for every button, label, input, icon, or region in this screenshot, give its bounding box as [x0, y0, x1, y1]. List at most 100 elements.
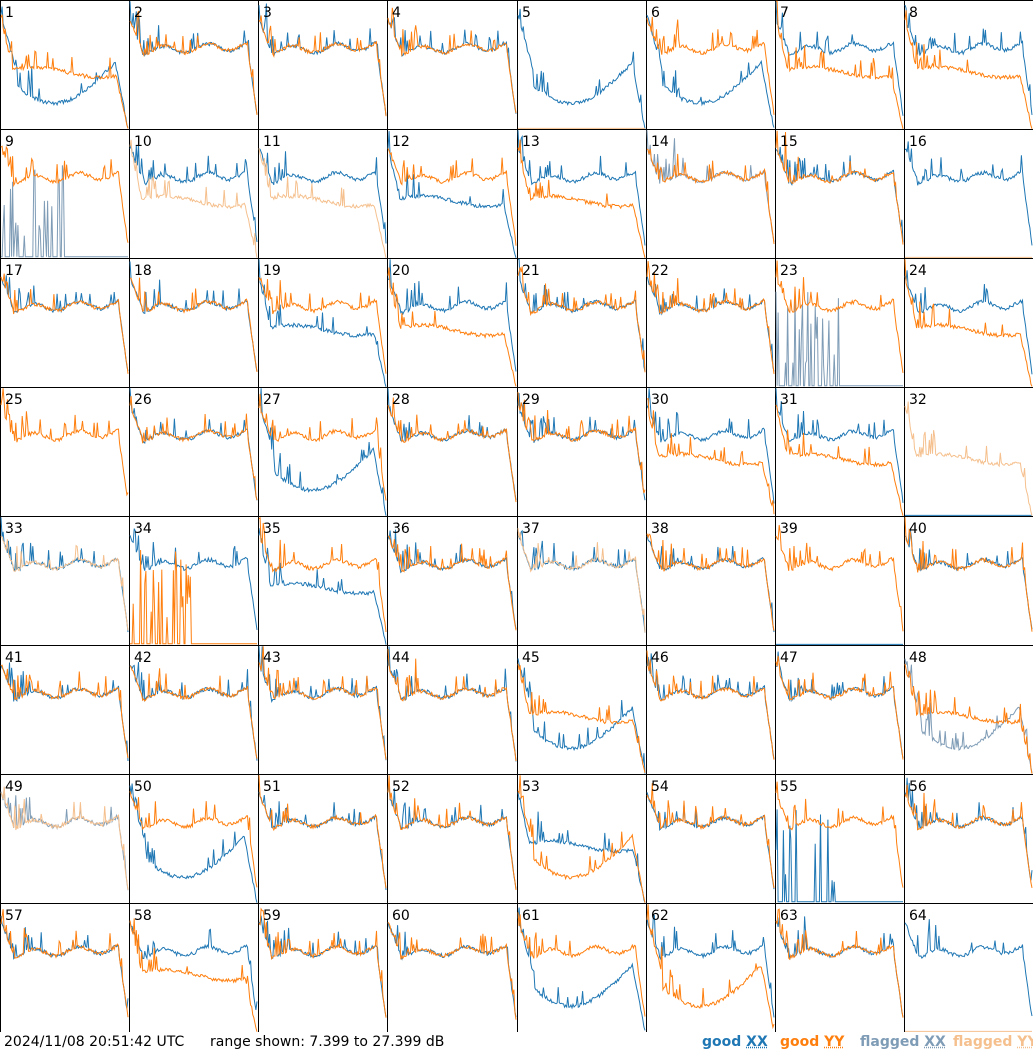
panel-number-label: 47 [780, 650, 798, 666]
panel-number-label: 62 [651, 908, 669, 924]
panel-16: 16 [904, 129, 1033, 259]
panel-41: 41 [0, 645, 130, 775]
panel-42: 42 [129, 645, 259, 775]
series-xx-line [646, 388, 775, 504]
panel-27: 27 [258, 387, 388, 517]
panel-frame [904, 0, 1033, 130]
series-xx-line [518, 258, 646, 372]
series-yy-line [258, 907, 387, 1018]
series-xx-line [258, 148, 387, 244]
panel-frame [0, 903, 130, 1032]
series-yy-line [775, 781, 904, 888]
panel-number-label: 55 [780, 779, 798, 795]
panel-frame [0, 774, 130, 904]
panel-61: 61 [517, 903, 647, 1032]
panel-number-label: 32 [909, 392, 927, 408]
panel-52: 52 [387, 774, 518, 904]
panel-number-label: 45 [522, 650, 540, 666]
panel-21: 21 [517, 258, 647, 388]
panel-number-label: 64 [909, 908, 927, 924]
panel-49: 49 [0, 774, 130, 904]
panel-frame [129, 0, 259, 130]
panel-number-label: 58 [134, 908, 152, 924]
series-xx-line [258, 3, 387, 116]
series-xx-line [775, 809, 903, 903]
panel-9: 9 [0, 129, 130, 259]
series-xx-line [775, 1, 904, 116]
panel-25: 25 [0, 387, 130, 517]
panel-frame [387, 258, 518, 388]
panel-number-label: 4 [392, 5, 401, 21]
panel-number-label: 19 [263, 263, 281, 279]
panel-number-label: 50 [134, 779, 152, 795]
series-yy-line [646, 16, 775, 115]
panel-26: 26 [129, 387, 259, 517]
panel-number-label: 24 [909, 263, 927, 279]
panel-number-label: 12 [392, 134, 410, 150]
panel-number-label: 16 [909, 134, 927, 150]
series-yy-line [517, 912, 646, 1017]
panel-number-label: 59 [263, 908, 281, 924]
panel-number-label: 28 [392, 392, 410, 408]
series-xx-line [646, 130, 775, 242]
series-yy-line [904, 259, 1033, 387]
panel-frame [129, 645, 259, 775]
legend-good-xx: good XX [702, 1034, 768, 1050]
panel-number-label: 2 [134, 5, 143, 21]
series-xx-line [517, 8, 646, 129]
panel-frame [646, 645, 776, 775]
panel-number-label: 51 [263, 779, 281, 795]
panel-frame [904, 258, 1033, 388]
panel-number-label: 7 [780, 5, 789, 21]
panel-frame [646, 387, 776, 517]
timestamp: 2024/11/08 20:51:42 UTC [4, 1034, 185, 1050]
series-yy-line [258, 277, 387, 374]
series-yy-line [517, 392, 646, 494]
panel-number-label: 15 [780, 134, 798, 150]
series-yy-line [387, 7, 517, 114]
panel-39: 39 [775, 516, 905, 646]
panel-frame [258, 387, 388, 517]
series-xx-line [646, 14, 775, 128]
series-yy-line [387, 775, 517, 891]
panel-50: 50 [129, 774, 259, 904]
panel-58: 58 [129, 903, 259, 1032]
panel-33: 33 [0, 516, 130, 646]
series-yy-line [129, 665, 258, 759]
series-xx-line [0, 6, 129, 128]
series-yy-line [130, 549, 257, 645]
panel-11: 11 [258, 129, 388, 259]
panel-number-label: 29 [522, 392, 540, 408]
panel-frame [258, 645, 388, 775]
panel-48: 48 [904, 645, 1033, 775]
series-yy-line [387, 267, 517, 387]
series-yy-line [258, 517, 387, 633]
series-xx-line [904, 4, 1033, 115]
series-xx-line [129, 783, 258, 903]
panel-34: 34 [129, 516, 259, 646]
series-yy-line [258, 393, 387, 501]
series-yy-line [517, 139, 646, 258]
legend-good-yy: good YY [780, 1034, 845, 1050]
panel-number-label: 9 [5, 134, 14, 150]
series-yy-line [0, 664, 129, 759]
legend-flagged-yy: flagged YY [953, 1034, 1033, 1050]
panel-6: 6 [646, 0, 776, 130]
series-yy-line [646, 650, 775, 760]
series-yy-line [129, 791, 258, 888]
panel-frame [904, 516, 1033, 646]
series-xx-line [904, 777, 1033, 881]
series-yy-line [646, 148, 775, 244]
series-yy-line [646, 904, 775, 1030]
panel-63: 63 [775, 903, 905, 1032]
series-xx-line [775, 291, 903, 387]
series-yy-line [775, 260, 904, 373]
panel-number-label: 56 [909, 779, 927, 795]
series-xx-line [517, 130, 646, 246]
panel-number-label: 43 [263, 650, 281, 666]
panel-56: 56 [904, 774, 1033, 904]
panel-number-label: 14 [651, 134, 669, 150]
panel-5: 5 [517, 0, 647, 130]
panel-number-label: 38 [651, 521, 669, 537]
